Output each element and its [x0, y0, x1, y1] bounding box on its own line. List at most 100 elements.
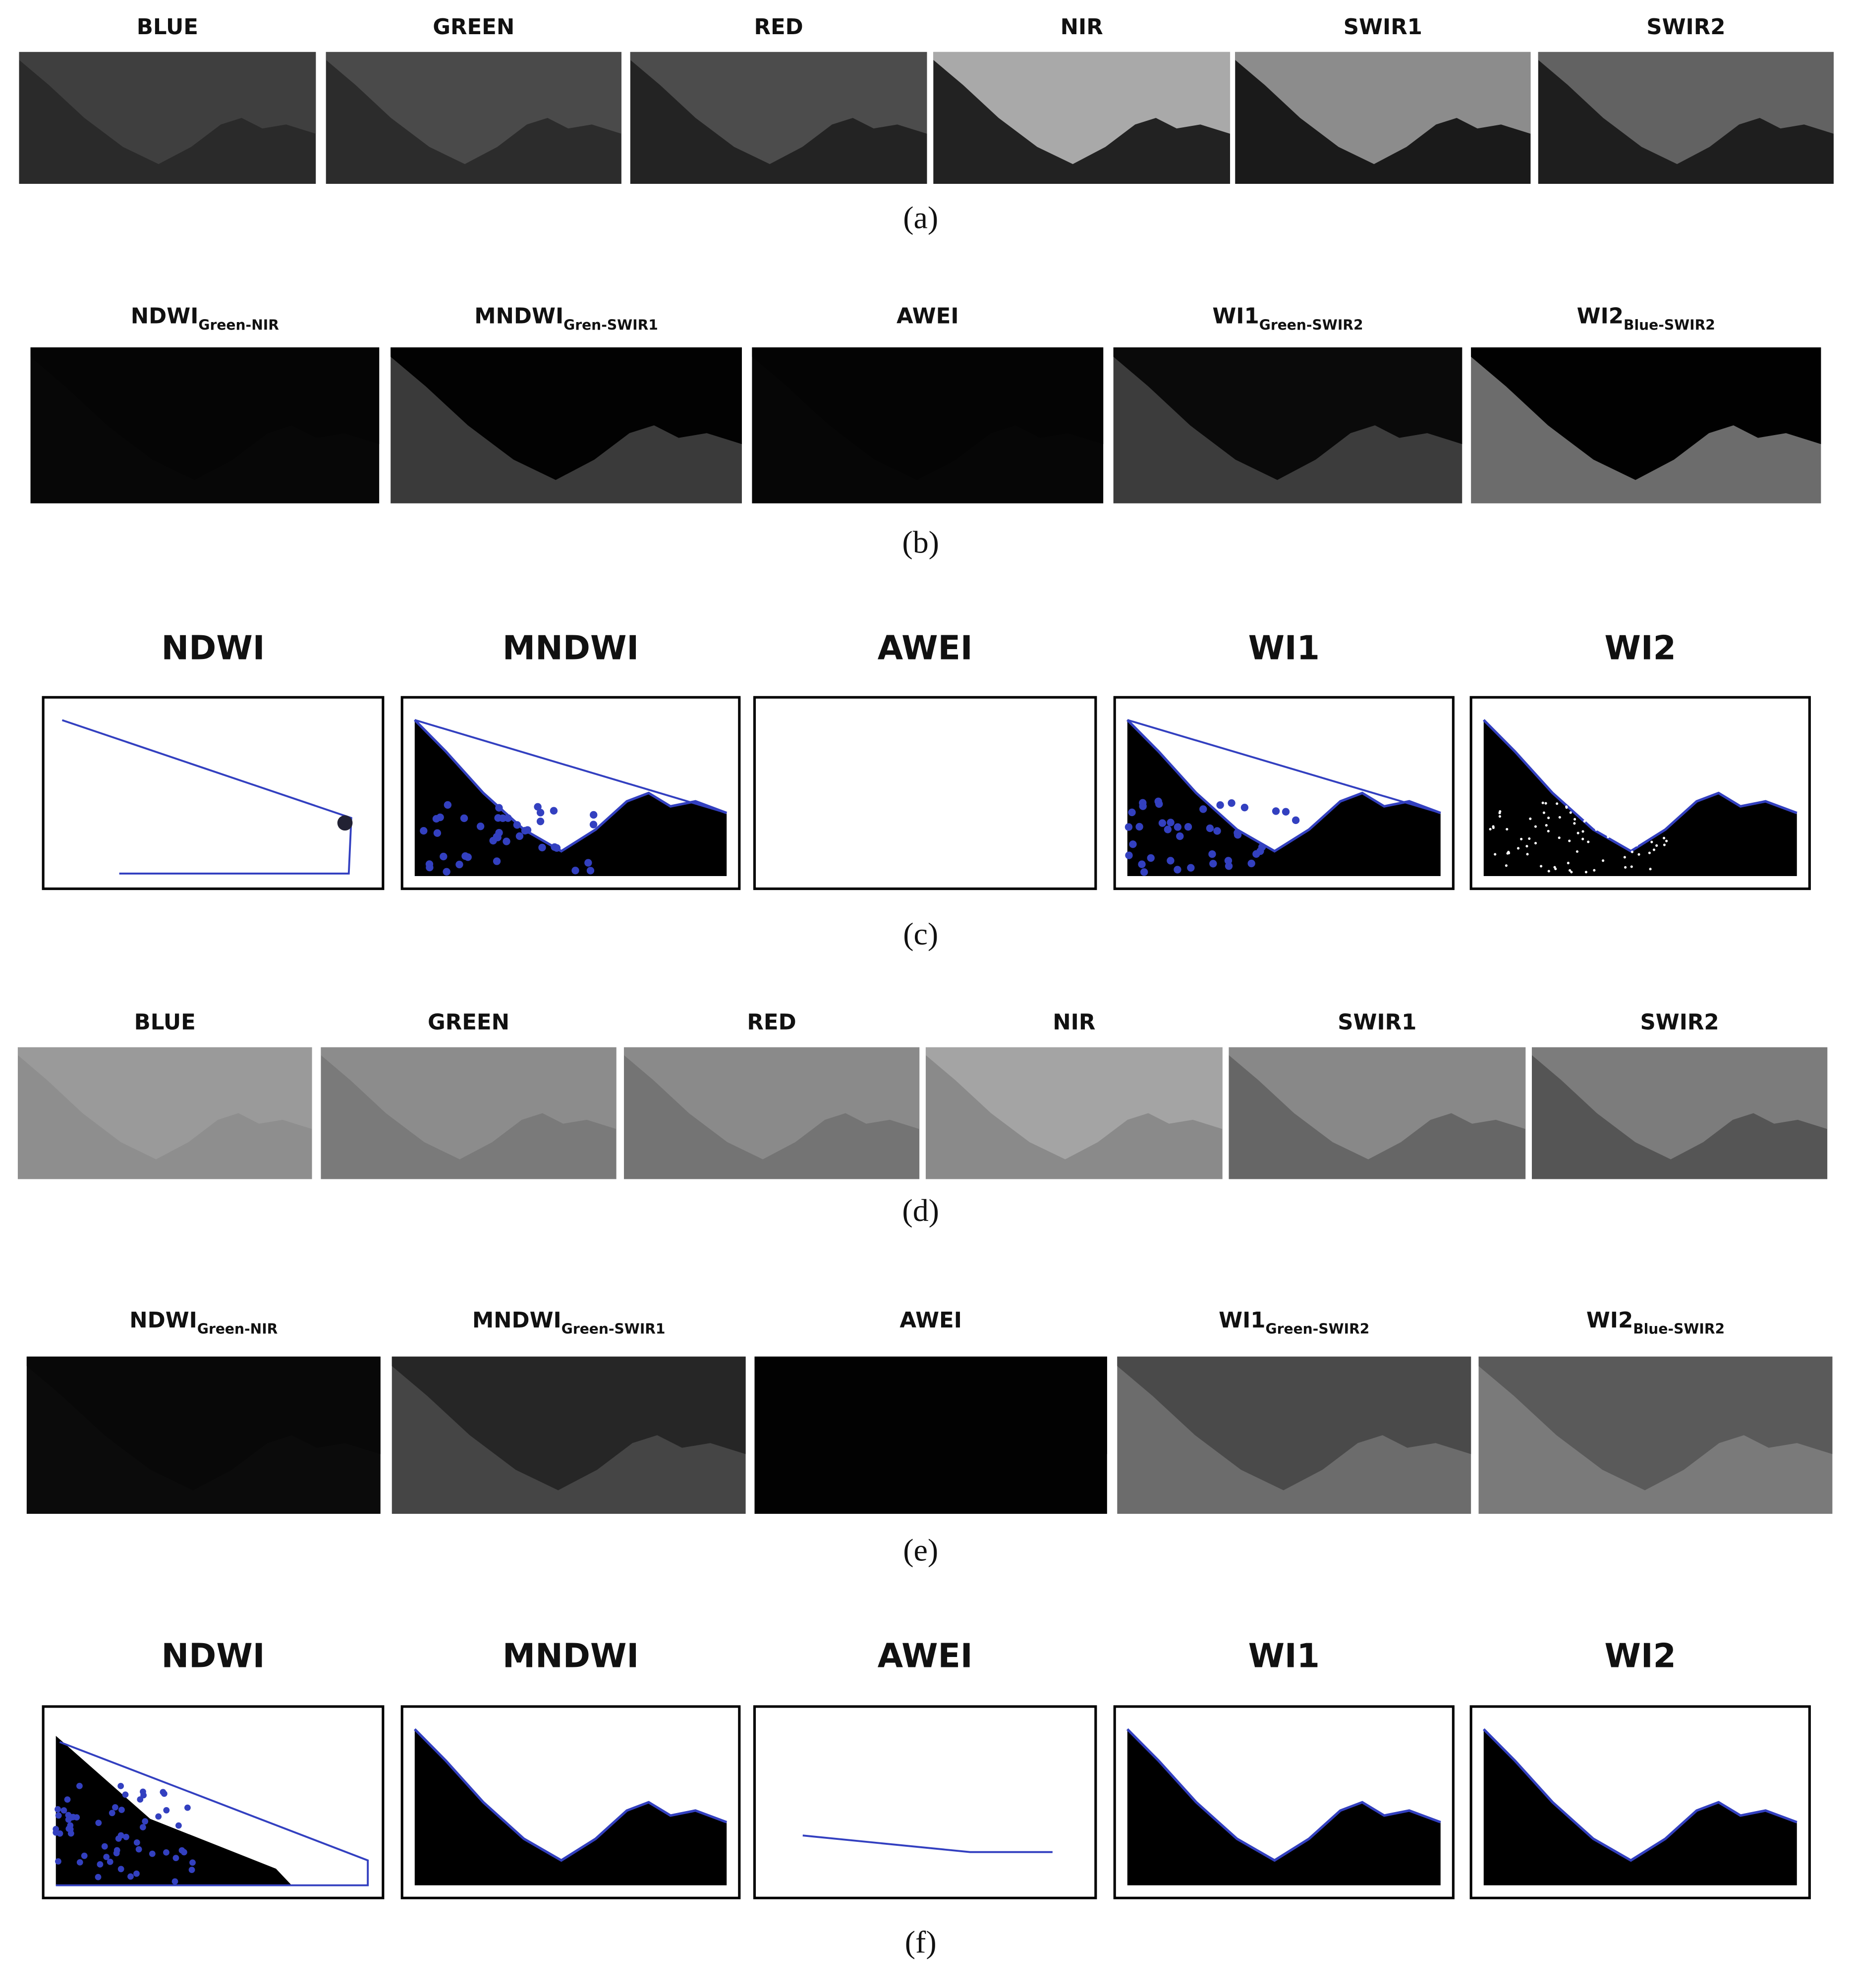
mask-dot — [1547, 870, 1550, 873]
mask-dot — [1507, 850, 1510, 853]
title-text: MNDWI — [503, 629, 639, 667]
mask-dot — [1228, 799, 1236, 807]
image-title: GREEN — [433, 15, 514, 40]
mask-dot — [1583, 820, 1586, 823]
title-text: WI2 — [1586, 1308, 1633, 1333]
title-subscript: Green-SWIR1 — [562, 1321, 666, 1337]
mask-dot — [1589, 815, 1592, 818]
title-text: NDWI — [131, 304, 199, 329]
mask-dot — [1174, 823, 1182, 831]
mask-dot — [550, 807, 558, 815]
mask-dot — [1128, 808, 1136, 817]
title-text: SWIR1 — [1338, 1010, 1416, 1035]
image-title: MNDWI — [503, 629, 639, 667]
image — [753, 696, 1097, 890]
mask-dot — [420, 827, 428, 835]
title-text: WI1 — [1248, 629, 1320, 667]
mask-dot — [1506, 828, 1509, 831]
mask-dot — [1526, 853, 1529, 856]
image-title: NIR — [1061, 15, 1103, 40]
mask-dot — [476, 822, 485, 830]
mask-dot — [55, 1858, 61, 1865]
image-title: WI1 — [1248, 1637, 1320, 1675]
image — [1113, 347, 1462, 503]
mask-dot — [1517, 847, 1520, 850]
mask-dot — [571, 867, 579, 875]
image — [753, 1705, 1097, 1899]
land-area — [1538, 52, 1834, 165]
mask-dot — [1569, 869, 1572, 872]
image — [754, 1356, 1107, 1514]
title-text: SWIR2 — [1646, 15, 1725, 40]
mask-dot — [1663, 836, 1666, 839]
mask-dot — [76, 1859, 83, 1866]
image-title: MNDWI — [503, 1637, 639, 1675]
mask-dot — [1651, 807, 1654, 810]
title-text: AWEI — [897, 304, 959, 329]
image — [30, 347, 380, 503]
image-title: NDWIGreen-NIR — [129, 1308, 278, 1337]
boundary-line — [802, 1834, 1053, 1853]
panel-caption: (c) — [903, 916, 938, 951]
land-area — [752, 347, 1104, 480]
mask-dot — [1584, 804, 1587, 807]
image — [1469, 696, 1811, 890]
mask-dot — [1581, 837, 1584, 840]
mask-dot — [81, 1852, 88, 1859]
title-text: WI1 — [1219, 1308, 1265, 1333]
image-title: BLUE — [134, 1010, 196, 1035]
image-title: AWEI — [897, 304, 959, 329]
image — [1478, 1356, 1833, 1514]
title-text: SWIR1 — [1344, 15, 1422, 40]
title-text: AWEI — [899, 1308, 962, 1333]
mask-dot — [1576, 831, 1579, 834]
mask-dot — [1187, 864, 1195, 872]
title-text: WI2 — [1605, 629, 1676, 667]
mask-dot — [1209, 860, 1217, 868]
mask-dot — [1528, 837, 1531, 840]
mask-dot — [1630, 850, 1633, 853]
mask-dot — [149, 1850, 156, 1857]
mask-dot — [1540, 865, 1543, 868]
mask-dot — [426, 864, 434, 872]
image — [321, 1047, 617, 1179]
mask-dot — [536, 809, 545, 817]
mask-dot — [1542, 811, 1546, 814]
title-text: NDWI — [129, 1308, 197, 1333]
mask-outline — [1126, 719, 1441, 853]
mask-dot — [163, 1807, 170, 1814]
image — [1469, 1705, 1811, 1899]
mask-dot — [180, 1849, 187, 1856]
image — [752, 347, 1104, 503]
mask-dot — [115, 1835, 122, 1842]
title-subscript: Blue-SWIR2 — [1633, 1321, 1725, 1337]
mask-dot — [1541, 801, 1544, 804]
mask-dot — [1206, 824, 1214, 832]
mask-dot — [495, 828, 503, 837]
mask-dot — [1652, 848, 1656, 851]
mask-dot — [1135, 823, 1143, 831]
title-text: NIR — [1053, 1010, 1095, 1035]
mask-dot — [1558, 836, 1561, 839]
image-title: NIR — [1053, 1010, 1095, 1035]
mask-dot — [1124, 823, 1133, 831]
mask-dot — [1605, 828, 1608, 831]
image-title: NDWIGreen-NIR — [131, 304, 279, 333]
image — [1538, 52, 1834, 184]
mask-dot — [455, 860, 463, 869]
mask-dot — [1129, 840, 1137, 848]
title-text: NDWI — [161, 629, 265, 667]
panel-caption: (f) — [905, 1924, 937, 1959]
water-mask — [1483, 1729, 1797, 1885]
mask-dot — [140, 1788, 146, 1795]
title-text: BLUE — [137, 15, 198, 40]
mask-dot — [137, 1796, 144, 1803]
land-area — [1531, 1047, 1828, 1160]
mask-dot — [123, 1833, 129, 1840]
mask-dot — [133, 1839, 140, 1846]
mask-dot — [440, 852, 448, 861]
mask-dot — [515, 832, 524, 840]
mask-dot — [1665, 839, 1668, 842]
image — [42, 696, 385, 890]
title-text: AWEI — [878, 1637, 973, 1675]
